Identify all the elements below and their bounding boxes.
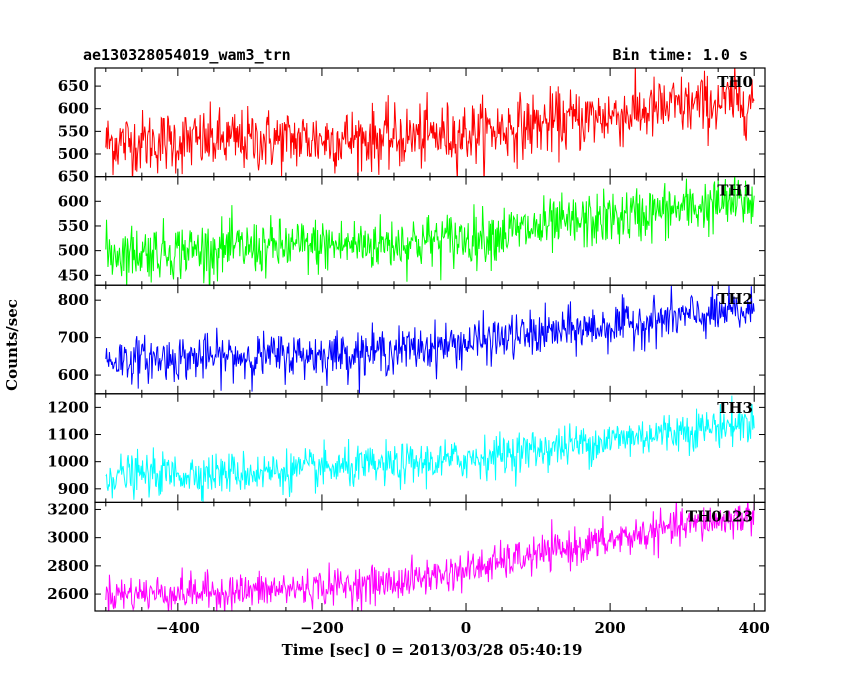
series-line-th0	[105, 68, 755, 177]
panel-th2: 600 700 800 TH2	[58, 284, 766, 395]
y-tick-label: 550	[58, 217, 89, 235]
series-line-th1	[105, 176, 755, 286]
y-tick-label: 600	[58, 100, 89, 118]
series-label-th0: TH0	[717, 73, 753, 91]
y-tick-label: 2800	[47, 557, 89, 575]
x-axis: −400 −200 0 200 400	[156, 619, 770, 637]
panel-frame	[94, 284, 766, 395]
y-tick-label: 500	[58, 145, 89, 163]
x-tick-label: −400	[156, 619, 200, 637]
y-tick-label: 650	[58, 168, 89, 186]
y-tick-label: 3000	[47, 529, 89, 547]
y-tick-label: 600	[58, 192, 89, 210]
y-tick-label: 800	[58, 291, 89, 309]
series-label-th3: TH3	[717, 399, 753, 417]
y-tick-label: 700	[58, 329, 89, 347]
series-label-th2: TH2	[717, 290, 753, 308]
x-tick-label: 200	[594, 619, 625, 637]
y-tick-label: 500	[58, 242, 89, 260]
panel-th0123: 2600 2800 3000 3200 TH0123	[47, 500, 766, 612]
panels: 500 550 600 650 TH0 450 500 550 600 650 TH1 600 700 8…	[47, 67, 766, 612]
y-tick-label: 650	[58, 77, 89, 95]
y-tick-label: 550	[58, 122, 89, 140]
y-tick-label: 1100	[47, 426, 89, 444]
series-label-th1: TH1	[717, 182, 753, 200]
panel-th1: 450 500 550 600 650 TH1	[58, 168, 766, 286]
y-tick-label: 600	[58, 366, 89, 384]
series-line-th0123	[105, 502, 755, 611]
y-tick-label: 450	[58, 266, 89, 284]
panel-th0: 500 550 600 650 TH0	[58, 67, 766, 178]
panel-frame	[94, 393, 766, 503]
y-tick-label: 1000	[47, 453, 89, 471]
series-line-th2	[105, 285, 755, 394]
panel-th3: 900 1000 1100 1200 TH3	[47, 393, 766, 503]
x-tick-label: 400	[739, 619, 770, 637]
panel-frame	[94, 501, 766, 612]
y-tick-label: 1200	[47, 398, 89, 416]
series-line-th3	[105, 395, 755, 503]
x-tick-label: −200	[300, 619, 344, 637]
chart-title: ae130328054019_wam3_trn	[83, 46, 291, 64]
y-axis-label: Counts/sec	[3, 299, 21, 391]
x-tick-label: 0	[461, 619, 471, 637]
y-tick-label: 2600	[47, 585, 89, 603]
bin-time-label: Bin time: 1.0 s	[613, 46, 748, 64]
x-axis-label: Time [sec] 0 = 2013/03/28 05:40:19	[282, 641, 583, 659]
series-label-th0123: TH0123	[686, 507, 753, 525]
y-tick-label: 3200	[47, 500, 89, 518]
y-tick-label: 900	[58, 480, 89, 498]
